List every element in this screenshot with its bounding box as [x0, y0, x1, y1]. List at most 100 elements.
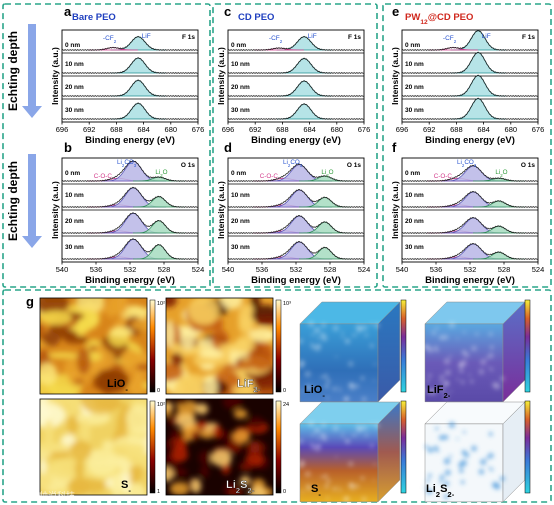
map-blob	[199, 351, 225, 359]
envelope-line	[61, 35, 199, 51]
cube-speck	[456, 337, 459, 340]
x-axis-label: Binding energy (eV)	[425, 275, 515, 286]
map-blob	[203, 376, 218, 394]
colorbar-lif2: 10³ 0	[275, 299, 291, 394]
colorbar-vol-3	[400, 400, 407, 494]
map-blob	[190, 431, 200, 440]
map-blob	[86, 448, 119, 477]
depth-arrows: Echting depth Echting depth	[6, 24, 42, 248]
cube-speck	[341, 431, 344, 434]
cube-speck	[299, 364, 304, 369]
x-tick-label: 528	[498, 265, 511, 274]
map-blob	[119, 463, 131, 475]
peak-label-li2o: Li2O	[321, 169, 333, 178]
cube-speck	[361, 324, 368, 331]
cube-speck	[469, 379, 475, 384]
map-blob	[198, 450, 213, 465]
cube-speck	[323, 473, 329, 479]
spectrum-30-nm: 30 nm	[227, 235, 365, 260]
map-blob	[128, 307, 147, 315]
cube-speck	[437, 449, 440, 453]
cube-speck	[435, 326, 439, 331]
spectrum-20-nm: 20 nm	[401, 74, 539, 97]
map-blob	[64, 335, 88, 344]
etching-depth-label: Echting depth	[6, 31, 20, 111]
cube-speck	[448, 321, 456, 329]
panel-letter-a: a	[64, 4, 72, 19]
peak-label-li2o: Li2O	[495, 169, 507, 178]
depth-label: 10 nm	[231, 61, 250, 68]
x-axis-label: Binding energy (eV)	[85, 135, 175, 146]
map-frame	[39, 297, 148, 395]
x-tick-label: 676	[192, 125, 205, 134]
cube-speck	[314, 386, 318, 389]
envelope-line	[227, 215, 365, 234]
cube-speck	[443, 480, 450, 487]
map-blob	[46, 352, 79, 359]
cube-speck	[427, 473, 432, 478]
x-axis-label: Binding energy (eV)	[85, 275, 175, 286]
cube-speck	[345, 439, 349, 443]
envelope-line	[227, 163, 365, 182]
panel-frame	[382, 3, 552, 288]
panel-letter-b: b	[64, 140, 72, 155]
cube-speck	[488, 331, 493, 337]
x-tick-label: 532	[124, 265, 137, 274]
cube-speck	[435, 426, 439, 431]
map-blob	[42, 331, 61, 347]
map-blob	[40, 442, 66, 452]
map-blob	[227, 487, 244, 495]
map-label-li2s2: Li2S2-	[226, 479, 255, 495]
volume-label-s: S-	[311, 483, 321, 499]
map-s	[39, 398, 148, 496]
cube-speck	[426, 479, 430, 483]
spectrum-0-nm: 0 nm	[227, 163, 365, 182]
spectrum-10-nm: 10 nm	[401, 183, 539, 208]
envelope-line	[227, 80, 365, 97]
cube-speck	[360, 475, 365, 481]
x-tick-label: 688	[450, 125, 463, 134]
cube-speck	[324, 483, 330, 489]
cube-speck	[338, 485, 341, 488]
envelope-line	[61, 238, 199, 260]
cube-speck	[479, 458, 487, 466]
map-blob	[233, 408, 248, 419]
map-blob	[220, 298, 243, 310]
map-blob	[238, 315, 253, 334]
map-blob	[40, 362, 58, 386]
cube-speck	[435, 386, 440, 391]
cube-speck	[361, 424, 368, 431]
cube-speck	[314, 486, 318, 489]
arrow-shaft	[28, 154, 36, 236]
colorbar-vol-1	[400, 299, 407, 393]
title-cd-peo: CD PEO	[238, 12, 274, 23]
cube-speck	[305, 383, 312, 390]
volume-label-li2s2: Li2S2-	[426, 483, 455, 499]
depth-label: 20 nm	[65, 84, 84, 91]
colorbar-min: 0	[157, 388, 160, 394]
xps-panel-a: 0 nm 10 nm 20 nm 30 nm 696 692 688 684 680 676 Bin…	[50, 29, 205, 146]
cube-speck	[323, 373, 329, 379]
envelope-line	[401, 51, 539, 74]
map-blob	[48, 384, 77, 394]
spectrum-20-nm: 20 nm	[61, 209, 199, 234]
cube-speck	[479, 358, 487, 366]
cube-speck	[364, 433, 369, 437]
cube-speck	[426, 488, 433, 495]
spectrum-30-nm: 30 nm	[401, 97, 539, 120]
peak-label-coc: C-O-C	[260, 173, 279, 180]
cube-speck	[489, 367, 494, 372]
cube-speck	[311, 333, 315, 337]
volume-lif2	[424, 301, 526, 403]
x-tick-label: 696	[56, 125, 69, 134]
cube-speck	[438, 334, 445, 341]
panel-letter-g: g	[26, 294, 34, 309]
peak-label-cf2: -CF2	[103, 35, 117, 44]
spectrum-10-nm: 10 nm	[227, 183, 365, 208]
envelope-line	[61, 160, 199, 182]
map-blob	[245, 440, 266, 456]
cube-speck	[304, 370, 312, 378]
spectrum-20-nm: 20 nm	[227, 209, 365, 234]
cube-speck	[335, 355, 338, 358]
map-blob	[254, 316, 273, 325]
